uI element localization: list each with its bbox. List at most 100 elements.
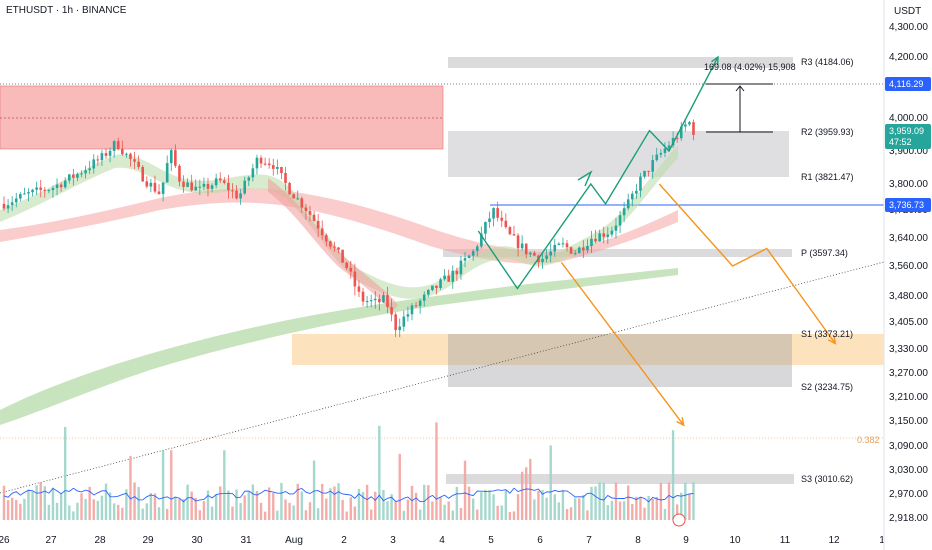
candle-body [308, 211, 312, 215]
volume-bar [606, 505, 610, 520]
candle-body [390, 307, 393, 315]
volume-bar [492, 494, 495, 520]
candle-body [137, 161, 140, 167]
volume-bar [59, 493, 63, 520]
candle-body [349, 267, 353, 272]
candle-body [353, 271, 357, 287]
volume-bar [545, 497, 548, 520]
volume-bar [96, 500, 100, 520]
candle-body [675, 137, 679, 139]
candle-body [235, 190, 238, 199]
candle-body [243, 180, 247, 194]
volume-bar [121, 507, 124, 520]
candle-body [684, 124, 687, 127]
x-axis: 26 27 28 29 30 31 Aug 2 3 4 5 6 7 8 9 10 11 12 1 [0, 535, 885, 546]
volume-bar [206, 490, 210, 520]
candle-body [263, 163, 267, 165]
candle-body [284, 173, 287, 183]
volume-bar [55, 502, 59, 520]
x-tick-label: 27 [45, 535, 57, 546]
y-axis[interactable]: 4,300.00 4,200.00 4,000.00 3,900.00 3,800.00… [883, 0, 931, 550]
candle-body [141, 166, 145, 182]
volume-bar [63, 426, 67, 520]
volume-bar [549, 445, 552, 520]
candle-body [414, 305, 418, 307]
candle-body [410, 305, 414, 315]
candle-body [463, 258, 467, 261]
candle-body [206, 183, 210, 189]
candle-body [504, 220, 508, 228]
drawings-layer [477, 55, 837, 527]
volume-bar [374, 491, 377, 520]
volume-bar [525, 467, 528, 520]
candle-body [227, 182, 230, 191]
candle-body [27, 192, 30, 194]
volume-bar [161, 450, 165, 520]
volume-bar [671, 430, 675, 520]
volume-bar [129, 456, 132, 520]
volume-bar [214, 494, 218, 520]
candle-body [577, 247, 581, 254]
x-tick-label: 8 [635, 535, 641, 546]
candle-body [549, 251, 552, 256]
y-tick-label: 3,030.00 [889, 465, 928, 476]
pivot-label-r3: R3 (4184.06) [801, 57, 854, 67]
volume-bar [455, 486, 459, 520]
candle-body [84, 170, 87, 174]
x-tick-label: 4 [439, 535, 445, 546]
volume-bar [329, 488, 332, 520]
volume-bar [508, 511, 512, 520]
volume-bar [365, 484, 369, 520]
candle-body [39, 187, 43, 190]
y-tick-label: 2,918.00 [889, 513, 928, 524]
volume-bar [80, 493, 83, 520]
moving-average-ribbons [0, 145, 678, 425]
y-tick-label: 2,970.00 [889, 489, 928, 500]
candle-body [247, 177, 251, 181]
r3-band [448, 57, 793, 68]
candle-body [214, 178, 218, 186]
volume-bar [31, 491, 34, 520]
volume-bar [100, 495, 104, 520]
candle-body [455, 270, 459, 275]
candle-body [361, 291, 365, 302]
volume-bar [145, 503, 148, 520]
volume-bar [467, 486, 471, 520]
volume-bar [296, 483, 299, 520]
volume-bar [692, 482, 695, 520]
candle-body [223, 180, 226, 183]
volume-bar [520, 471, 524, 520]
candle-body [590, 238, 593, 247]
volume-bar [435, 422, 438, 520]
volume-bar [284, 499, 287, 520]
measure-label: 169.08 (4.02%) 15,908 [704, 62, 796, 72]
volume-bar [186, 484, 189, 520]
volume-bar [500, 505, 503, 520]
candle-body [524, 243, 528, 255]
candle-body [329, 241, 332, 247]
volume-bar [643, 507, 646, 520]
candle-body [471, 251, 475, 256]
candle-body [663, 148, 667, 153]
volume-bar [316, 508, 320, 520]
candle-body [692, 122, 695, 135]
green-projection-path [477, 56, 719, 290]
pivot-label-p: P (3597.34) [801, 248, 848, 258]
candle-body [451, 270, 455, 282]
candle-body [647, 170, 650, 172]
candle-body [688, 122, 691, 125]
candle-body [459, 260, 463, 275]
price-badge-last-text: 3,959.09 [889, 126, 924, 136]
volume-bar [108, 492, 112, 520]
volume-bar [149, 493, 153, 520]
y-tick-label: 3,405.00 [889, 317, 928, 328]
candle-body [96, 159, 100, 161]
candle-body [337, 247, 340, 250]
candle-body [431, 285, 434, 291]
x-tick-label: 3 [390, 535, 396, 546]
volume-bar [369, 509, 373, 520]
x-tick-label: 10 [729, 535, 741, 546]
candle-body [10, 202, 14, 206]
y-tick-label: 3,640.00 [889, 233, 928, 244]
